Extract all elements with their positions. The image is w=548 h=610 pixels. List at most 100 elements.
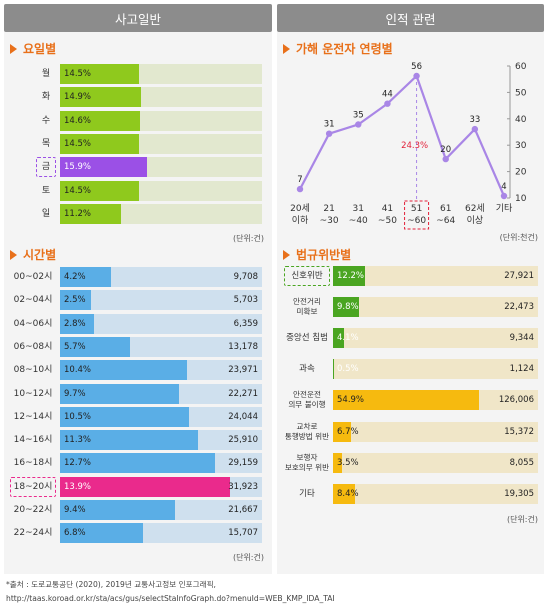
time-value-label: 5.7%	[64, 341, 86, 352]
right-panel-header: 인적 관련	[277, 4, 544, 32]
time-label-text: 02~04시	[13, 295, 53, 306]
law-row: 중앙선 침범 4.1% 9,344	[0, 328, 548, 349]
triangle-bullet-icon	[283, 43, 290, 54]
time-bar	[60, 336, 130, 357]
age-category-label: 62세	[465, 203, 485, 214]
law-count-label: 8,055	[509, 457, 534, 468]
law-bar	[333, 359, 335, 380]
law-row: 안전거리 미확보 9.8% 22,473	[0, 297, 548, 318]
y-tick-label: 60	[515, 62, 527, 72]
law-count-label: 1,124	[509, 364, 534, 375]
time-count-label: 24,044	[228, 411, 258, 422]
day-value-label: 14.5%	[64, 138, 92, 149]
law-track: 3.5% 8,055	[333, 452, 538, 473]
law-count-label: 22,473	[504, 302, 534, 313]
age-data-point	[442, 155, 449, 163]
law-row: 신호위반 12.2% 27,921	[0, 266, 548, 286]
law-label-line: 과속	[299, 364, 315, 375]
y-tick-label: 40	[515, 115, 527, 125]
age-category-label: ~60	[407, 216, 426, 226]
age-chart-unit: (단위:천건)	[499, 233, 538, 242]
day-bar	[60, 180, 140, 201]
age-category-label: 41	[382, 204, 393, 214]
day-label-text: 토	[41, 185, 51, 196]
y-tick-label: 20	[515, 168, 527, 178]
day-row: 화 14.9%	[0, 87, 272, 108]
age-data-point	[384, 100, 391, 107]
day-bar	[60, 110, 140, 131]
age-category-label: ~30	[320, 216, 339, 226]
law-label-line: 중앙선 침범	[286, 333, 328, 344]
time-track: 5.7% 13,178	[60, 336, 262, 357]
triangle-bullet-icon	[10, 43, 17, 54]
age-data-point	[355, 121, 362, 128]
law-row: 기타 8.4% 19,305	[0, 483, 548, 504]
left-panel-header: 사고일반	[4, 4, 272, 32]
age-value-label: 35	[353, 110, 364, 120]
law-label: 안전운전 의무 불이행	[284, 390, 330, 410]
age-data-point	[471, 125, 479, 133]
law-value-label: 9.8%	[337, 302, 359, 313]
time-label: 10~12시	[10, 384, 56, 404]
time-value-label: 6.8%	[64, 528, 86, 539]
y-tick-label: 50	[515, 88, 527, 98]
law-label: 신호위반	[284, 266, 330, 286]
law-label-line: 보행자	[296, 452, 318, 462]
time-value-label: 11.3%	[64, 435, 92, 446]
age-category-label: ~64	[436, 216, 455, 226]
day-track: 14.9%	[60, 87, 262, 108]
source-url: http://taas.koroad.or.kr/sta/acs/gus/sel…	[6, 594, 335, 603]
time-label: 16~18시	[10, 453, 56, 473]
law-track: 12.2% 27,921	[333, 266, 538, 286]
age-value-label: 20	[440, 145, 451, 155]
day-label: 토	[36, 181, 56, 201]
time-row: 14~16시 11.3% 25,910	[0, 430, 272, 451]
time-row: 10~12시 9.7% 22,271	[0, 383, 272, 404]
law-label-line: 신호위반	[291, 271, 323, 281]
law-label: 교차로 통행방법 위반	[284, 422, 330, 442]
law-row: 교차로 통행방법 위반 6.7% 15,372	[0, 421, 548, 442]
time-bar	[60, 406, 189, 427]
age-series-line	[299, 74, 506, 197]
time-row: 08~10시 10.4% 23,971	[0, 360, 272, 381]
law-count-label: 27,921	[504, 271, 534, 281]
law-label-line: 통행방법 위반	[284, 431, 330, 441]
law-label: 안전거리 미확보	[284, 297, 330, 317]
age-category-label: 기타	[496, 203, 513, 214]
law-value-label: 4.1%	[337, 333, 359, 344]
law-value-label: 8.4%	[337, 488, 359, 499]
time-label-text: 18~20시	[13, 481, 53, 492]
time-label: 06~08시	[10, 337, 56, 357]
time-count-label: 5,703	[233, 295, 258, 306]
law-label-line: 교차로	[296, 421, 318, 431]
age-value-label: 7	[297, 175, 302, 185]
time-bar	[60, 290, 91, 311]
time-count-label: 29,159	[228, 458, 258, 469]
time-row: 12~14시 10.5% 24,044	[0, 406, 272, 427]
age-value-label: 44	[382, 90, 393, 100]
time-label: 00~02시	[10, 267, 56, 287]
age-value-label: 56	[411, 62, 422, 72]
law-track: 6.7% 15,372	[333, 421, 538, 442]
day-row: 금 15.9%	[0, 157, 272, 178]
age-category-label: 61	[440, 204, 451, 214]
time-label-text: 00~02시	[13, 272, 53, 282]
day-row: 토 14.5%	[0, 180, 272, 201]
time-track: 2.8% 6,359	[60, 313, 262, 334]
day-label-text: 화	[41, 92, 51, 103]
time-count-label: 22,271	[228, 388, 258, 399]
day-label-text: 목	[41, 138, 51, 149]
time-row: 04~06시 2.8% 6,359	[0, 313, 272, 334]
law-chart-title: 법규위반별	[283, 246, 351, 263]
time-value-label: 2.8%	[64, 318, 86, 329]
age-data-point	[296, 185, 304, 193]
time-count-label: 23,971	[228, 365, 258, 376]
time-bar	[60, 523, 144, 544]
time-label: 20~22시	[10, 500, 56, 520]
time-value-label: 4.2%	[64, 272, 86, 282]
age-category-label: 20세	[290, 203, 310, 214]
time-row: 16~18시 12.7% 29,159	[0, 453, 272, 474]
time-label-text: 16~18시	[13, 458, 53, 469]
law-label-line: 기타	[299, 488, 315, 499]
day-chart-unit: (단위:건)	[232, 234, 264, 243]
